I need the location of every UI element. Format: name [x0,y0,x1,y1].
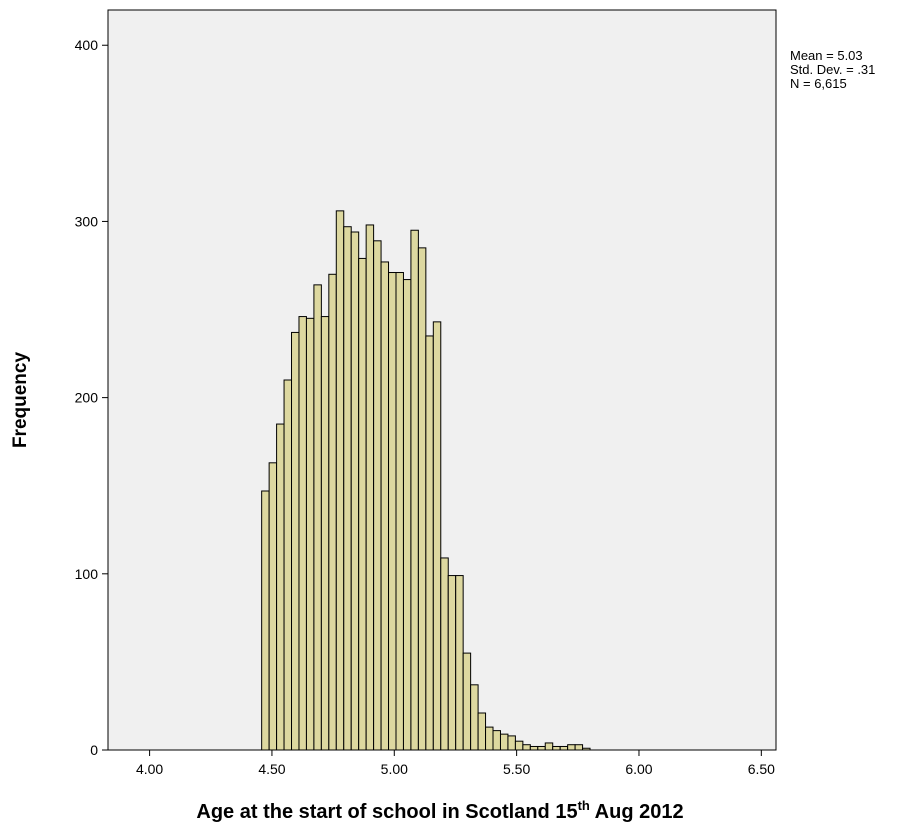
x-axis: 4.00 4.50 5.00 5.50 6.00 6.50 [136,750,775,777]
histogram-bar [313,284,322,751]
histogram-bar [514,740,524,751]
histogram-bar [335,210,345,751]
histogram-bar [574,744,584,751]
histogram-bar [380,261,390,751]
stats-line: Std. Dev. = .31 [790,62,875,77]
histogram-bar [365,224,375,751]
histogram-bar [455,575,464,751]
histogram-bar [402,279,412,751]
x-tick-label: 4.50 [258,761,285,777]
histogram-bar [462,652,472,751]
histogram-bar [470,684,479,751]
histogram-bar [298,316,307,751]
histogram-bar [440,557,449,751]
histogram-bar [559,745,569,751]
stats-line: N = 6,615 [790,76,847,91]
histogram-bar [373,240,382,751]
x-axis-label: Age at the start of school in Scotland 1… [196,798,683,823]
histogram-bar [582,747,591,751]
y-tick-label: 200 [75,390,99,406]
histogram-bar [291,331,300,751]
histogram-bar [343,226,352,751]
histogram-bar [447,575,457,751]
y-tick-label: 300 [75,213,99,229]
histogram-bar [268,462,278,751]
histogram-bar [320,316,330,751]
y-tick-label: 400 [75,37,99,53]
histogram-bar [358,257,367,751]
histogram-bar [485,726,494,751]
histogram-bar [567,744,576,751]
histogram-bar [425,335,434,751]
x-axis-label-superscript: th [578,798,590,813]
histogram-bar [388,272,397,751]
x-axis-label-main: Age at the start of school in Scotland 1… [196,801,577,823]
histogram-bar [537,745,546,751]
y-axis-label: Frequency [10,352,31,449]
x-tick-label: 4.00 [136,761,163,777]
x-axis-label-suffix: Aug 2012 [590,801,684,823]
histogram-bar [410,229,419,751]
histogram-bar [395,272,404,751]
histogram-bar [499,733,509,751]
histogram-bar [261,490,270,751]
histogram-bar [432,321,442,751]
histogram-bar [477,712,487,751]
y-axis: 0 100 200 300 400 [75,37,108,758]
histogram-bar [552,745,561,751]
y-tick-label: 100 [75,566,99,582]
x-tick-label: 6.00 [625,761,652,777]
y-tick-label: 0 [90,742,98,758]
histogram-bar [529,745,539,751]
histogram-bar [417,247,427,751]
x-tick-label: 5.00 [381,761,408,777]
x-tick-label: 5.50 [503,761,530,777]
histogram-bar [507,735,516,751]
histogram-bar [350,231,360,751]
histogram-bar [522,744,531,751]
stats-line: Mean = 5.03 [790,48,863,63]
histogram-bar [305,317,315,751]
histogram-bar [328,273,337,751]
histogram-bar [492,730,501,751]
histogram-bar [544,742,554,751]
histogram-bar [276,423,285,751]
x-tick-label: 6.50 [748,761,775,777]
bars-group [261,210,591,751]
histogram-bar [283,379,293,751]
